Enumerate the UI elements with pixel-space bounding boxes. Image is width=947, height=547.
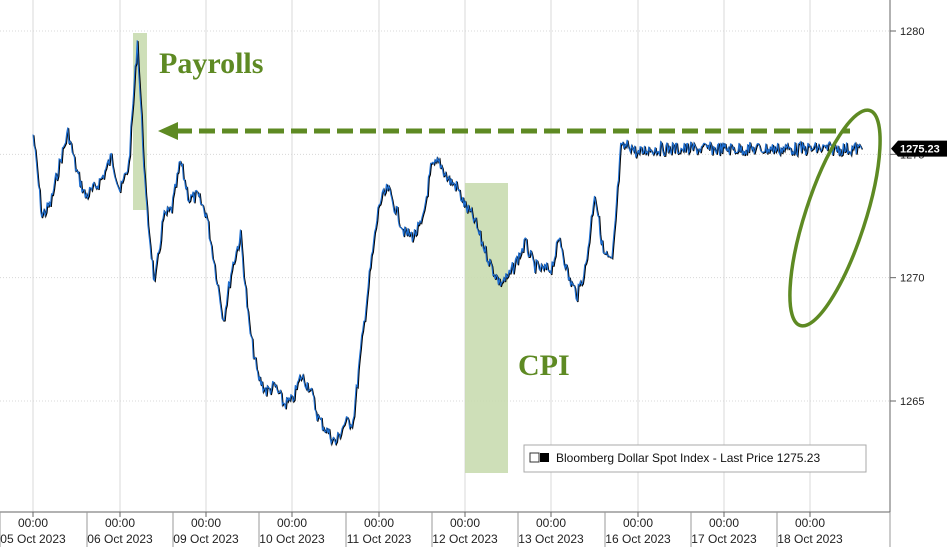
x-tick-time: 00:00 xyxy=(277,516,307,530)
gridlines xyxy=(0,0,890,512)
x-tick-time: 00:00 xyxy=(450,516,480,530)
x-tick-time: 00:00 xyxy=(536,516,566,530)
x-tick-date: 12 Oct 2023 xyxy=(432,532,498,546)
x-tick-date: 18 Oct 2023 xyxy=(777,532,843,546)
payrolls-label: Payrolls xyxy=(159,47,263,80)
x-tick-date: 05 Oct 2023 xyxy=(0,532,66,546)
highlight-ellipse xyxy=(788,108,882,328)
y-tick-label: 1280 xyxy=(900,26,924,38)
y-tick-label: 1270 xyxy=(900,273,924,285)
x-tick-date: 06 Oct 2023 xyxy=(87,532,153,546)
x-tick-time: 00:00 xyxy=(795,516,825,530)
legend-swatch-outline xyxy=(529,452,540,463)
event-highlights xyxy=(133,33,508,473)
x-axis: 00:00 05 Oct 2023 00:00 06 Oct 2023 00:00 09 … xyxy=(0,511,891,547)
arrow-head xyxy=(158,122,178,140)
annotations: Payrolls CPI xyxy=(158,47,882,382)
price-shadow-line xyxy=(33,41,863,447)
x-tick-time: 00:00 xyxy=(18,516,48,530)
x-tick-time: 00:00 xyxy=(191,516,221,530)
last-price-label: 1275.23 xyxy=(900,144,940,156)
x-tick-date: 09 Oct 2023 xyxy=(173,532,239,546)
legend-label: Bloomberg Dollar Spot Index - Last Price… xyxy=(556,451,820,465)
legend-swatch xyxy=(540,453,549,462)
price-series xyxy=(32,40,863,447)
x-tick-time: 00:00 xyxy=(364,516,394,530)
legend: Bloomberg Dollar Spot Index - Last Price… xyxy=(523,444,867,473)
cpi-label: CPI xyxy=(518,349,570,382)
cpi-highlight xyxy=(465,183,508,473)
x-tick-time: 00:00 xyxy=(105,516,135,530)
x-tick-date: 17 Oct 2023 xyxy=(691,532,757,546)
legend-box xyxy=(523,444,867,473)
x-tick-date: 16 Oct 2023 xyxy=(605,532,671,546)
x-tick-time: 00:00 xyxy=(709,516,739,530)
x-tick-date: 10 Oct 2023 xyxy=(259,532,325,546)
plot-background xyxy=(0,0,890,512)
x-tick-date: 11 Oct 2023 xyxy=(347,532,412,546)
last-price-tag xyxy=(891,140,947,157)
y-axis: 12651270127512801275.23 xyxy=(889,0,947,512)
x-tick-time: 00:00 xyxy=(623,516,653,530)
y-tick-label: 1265 xyxy=(900,396,924,408)
x-tick-date: 13 Oct 2023 xyxy=(518,532,584,546)
price-line xyxy=(32,40,863,446)
